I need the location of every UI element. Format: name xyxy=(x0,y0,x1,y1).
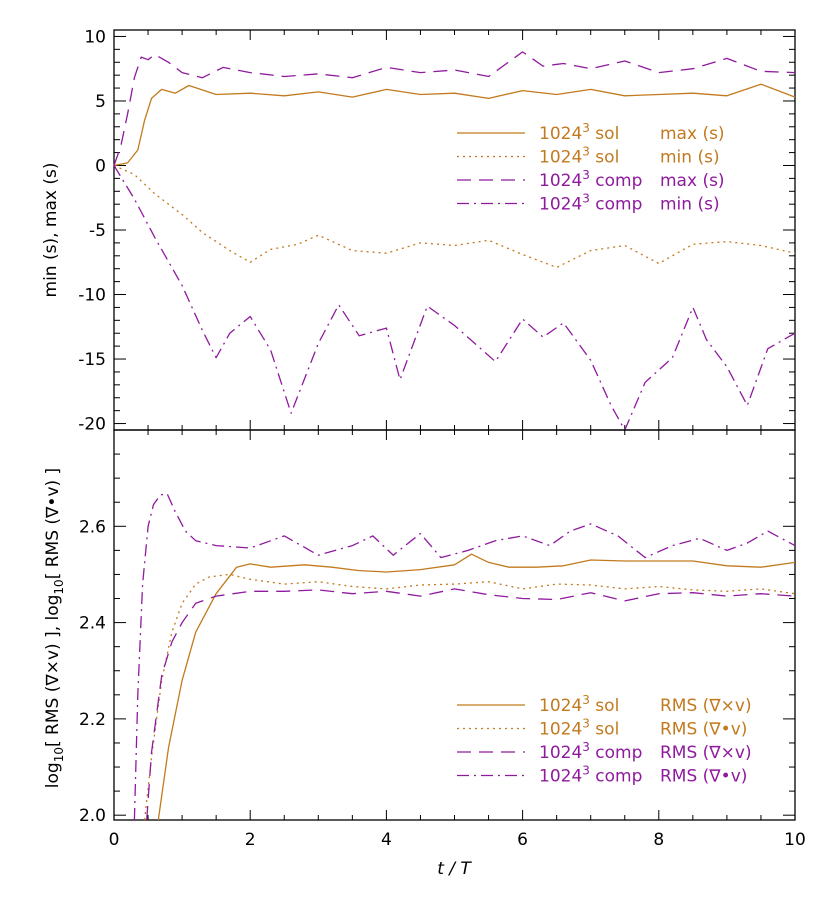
top-series-group xyxy=(113,51,796,431)
legend-label-case: sol xyxy=(590,124,619,144)
legend-label-sup: 3 xyxy=(582,740,590,754)
legend-label-sup: 3 xyxy=(582,168,590,182)
legend-label-sol_curl: 10243 sol xyxy=(539,693,619,716)
legend-label-sol_div: 10243 sol xyxy=(539,717,619,740)
y-tick-label: 5 xyxy=(95,92,106,112)
series-line-sol_min xyxy=(113,164,796,269)
top-grid-ticks xyxy=(113,30,796,430)
top-y-tick-labels: 10 5 0 -5 -10 -15 -20 xyxy=(78,27,106,434)
top-y-axis-title: min (s), max (s) xyxy=(41,163,61,298)
legend-label-comp_div: 10243 comp xyxy=(539,764,642,787)
y-tick-label: -5 xyxy=(89,221,106,241)
legend-quantity-sol_curl: RMS (∇×v) xyxy=(660,696,752,716)
legend-label-case: comp xyxy=(590,171,643,191)
legend-quantity-sol_max: max (s) xyxy=(660,124,725,144)
legend-label-case: sol xyxy=(590,696,619,716)
legend-label-base: 1024 xyxy=(539,171,582,191)
legend-label-sol_min: 10243 sol xyxy=(539,145,619,168)
top-legend: 10243 sol max (s)10243 sol min (s)10243 co… xyxy=(457,121,725,215)
bottom-legend: 10243 sol RMS (∇×v)10243 sol RMS (∇•v)1024… xyxy=(457,693,752,787)
series-line-comp_min xyxy=(113,165,796,431)
legend-label-comp_curl: 10243 comp xyxy=(539,740,642,763)
legend-quantity-sol_min: min (s) xyxy=(660,148,720,168)
ylabel-part-log: log xyxy=(43,762,63,788)
x-tick-label: 4 xyxy=(381,830,392,850)
series-line-sol_max xyxy=(113,83,796,167)
legend-quantity-comp_curl: RMS (∇×v) xyxy=(660,743,752,763)
ylabel-part-sub: 10 xyxy=(52,747,66,762)
legend-quantity-comp_div: RMS (∇•v) xyxy=(660,767,747,787)
bottom-plot-frame xyxy=(113,429,796,821)
legend-label-base: 1024 xyxy=(539,124,582,144)
series-line-comp_curl xyxy=(146,588,796,821)
top-plot-frame xyxy=(113,29,796,431)
x-tick-label: 10 xyxy=(784,830,806,850)
x-tick-label: 2 xyxy=(245,830,256,850)
legend-label-base: 1024 xyxy=(539,720,582,740)
x-tick-label: 0 xyxy=(109,830,120,850)
legend-label-base: 1024 xyxy=(539,767,582,787)
y-tick-label: 2.2 xyxy=(79,710,106,730)
bottom-grid-ticks xyxy=(113,429,796,820)
y-tick-label: -10 xyxy=(78,286,106,306)
legend-label-sup: 3 xyxy=(582,764,590,778)
y-tick-label: 0 xyxy=(95,156,106,176)
series-line-comp_div xyxy=(133,492,796,821)
y-tick-label: 2.6 xyxy=(79,517,106,537)
legend-label-case: comp xyxy=(590,767,643,787)
bottom-y-axis-title: log10[ RMS (∇×v) ], log10[ RMS (∇•v) ] xyxy=(43,468,66,788)
legend-label-comp_max: 10243 comp xyxy=(539,168,642,191)
x-tick-label: 6 xyxy=(517,830,528,850)
legend-label-sup: 3 xyxy=(582,192,590,206)
legend-quantity-comp_max: max (s) xyxy=(660,171,725,191)
x-axis-title: t / T xyxy=(437,859,472,879)
x-tick-labels: 0 2 4 6 8 10 xyxy=(109,830,806,850)
ylabel-part-sub2: 10 xyxy=(52,579,66,594)
series-line-comp_max xyxy=(113,51,796,166)
y-tick-label: 2.4 xyxy=(79,614,106,634)
legend-quantity-sol_div: RMS (∇•v) xyxy=(660,720,747,740)
x-tick-label: 8 xyxy=(653,830,664,850)
legend-label-case: comp xyxy=(590,743,643,763)
legend-label-case: sol xyxy=(590,720,619,740)
legend-label-base: 1024 xyxy=(539,696,582,716)
legend-quantity-comp_min: min (s) xyxy=(660,195,720,215)
legend-label-sol_max: 10243 sol xyxy=(539,121,619,144)
legend-label-sup: 3 xyxy=(582,121,590,135)
series-line-sol_curl xyxy=(157,553,796,821)
series-line-sol_div xyxy=(143,573,796,821)
legend-label-sup: 3 xyxy=(582,717,590,731)
legend-label-base: 1024 xyxy=(539,148,582,168)
legend-label-sup: 3 xyxy=(582,145,590,159)
legend-label-case: sol xyxy=(590,148,619,168)
bottom-series-group xyxy=(133,492,796,821)
y-tick-label: 10 xyxy=(84,27,106,47)
legend-label-comp_min: 10243 comp xyxy=(539,192,642,215)
y-tick-label: -15 xyxy=(78,350,106,370)
bottom-y-tick-labels: 2.0 2.2 2.4 2.6 xyxy=(79,517,106,826)
y-tick-label: 2.0 xyxy=(79,806,106,826)
legend-label-base: 1024 xyxy=(539,195,582,215)
legend-label-base: 1024 xyxy=(539,743,582,763)
ylabel-part-mid: [ RMS (∇×v) ], log xyxy=(43,595,63,747)
y-tick-label: -20 xyxy=(78,415,106,435)
bottom-panel: 2.02.22.42.6 0 2 4 6 8 10 log10[ RMS (∇×v) ],… xyxy=(43,429,806,879)
legend-label-sup: 3 xyxy=(582,693,590,707)
ylabel-part-end: [ RMS (∇•v) ] xyxy=(43,468,63,579)
legend-label-case: comp xyxy=(590,195,643,215)
